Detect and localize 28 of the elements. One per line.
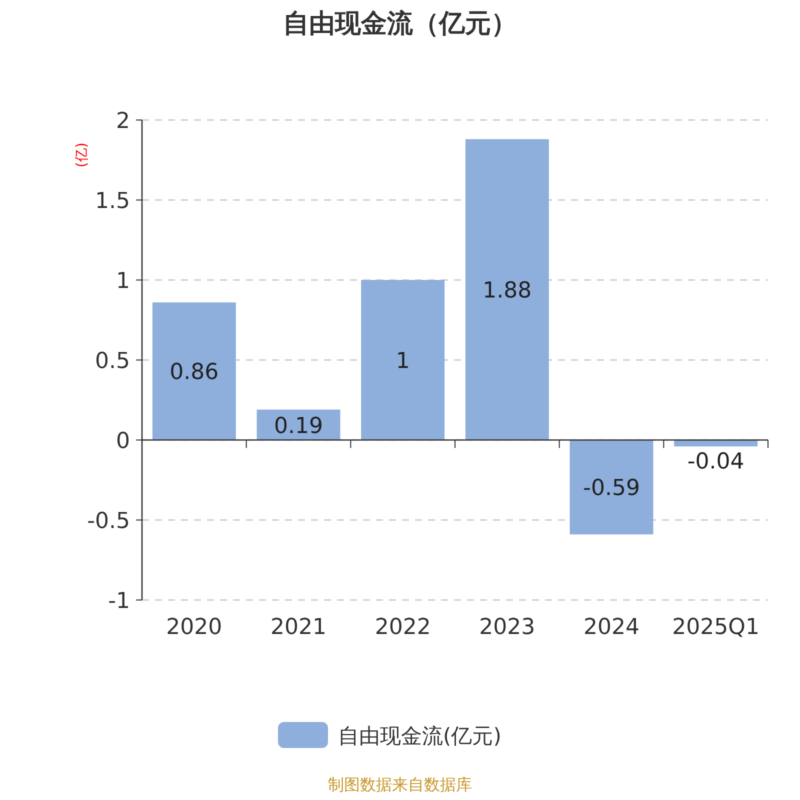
y-tick-label: 0 bbox=[116, 429, 130, 454]
x-tick-label: 2024 bbox=[584, 615, 640, 640]
chart-title: 自由现金流（亿元） bbox=[283, 9, 517, 39]
bar bbox=[361, 280, 445, 440]
data-label: -0.04 bbox=[687, 449, 744, 474]
y-tick-label: 2 bbox=[116, 109, 130, 134]
y-axis-title: (亿) bbox=[74, 142, 90, 168]
x-tick-label: 2021 bbox=[270, 615, 326, 640]
x-tick-label: 2023 bbox=[479, 615, 536, 640]
data-label: 1.88 bbox=[482, 278, 532, 304]
y-tick-label: -1 bbox=[108, 589, 130, 614]
data-label: 0.19 bbox=[274, 414, 323, 439]
bar bbox=[570, 440, 654, 534]
text: 制图数据来自数据库 bbox=[328, 775, 472, 794]
y-tick-label: 1 bbox=[116, 269, 130, 294]
data-label: -0.59 bbox=[583, 476, 640, 502]
data-label: 1 bbox=[396, 349, 410, 374]
bar bbox=[674, 440, 758, 446]
y-tick-label: 0.5 bbox=[95, 349, 130, 374]
x-tick-label: 2025Q1 bbox=[672, 615, 760, 640]
bar bbox=[152, 302, 236, 440]
bar bbox=[465, 139, 549, 440]
data-label: 0.86 bbox=[170, 360, 219, 386]
x-tick-label: 2022 bbox=[374, 615, 431, 640]
x-tick-label: 2020 bbox=[166, 615, 222, 640]
y-tick-label: 1.5 bbox=[95, 189, 130, 214]
y-tick-label: -0.5 bbox=[87, 509, 130, 534]
legend-label: 自由现金流(亿元) bbox=[338, 724, 502, 748]
